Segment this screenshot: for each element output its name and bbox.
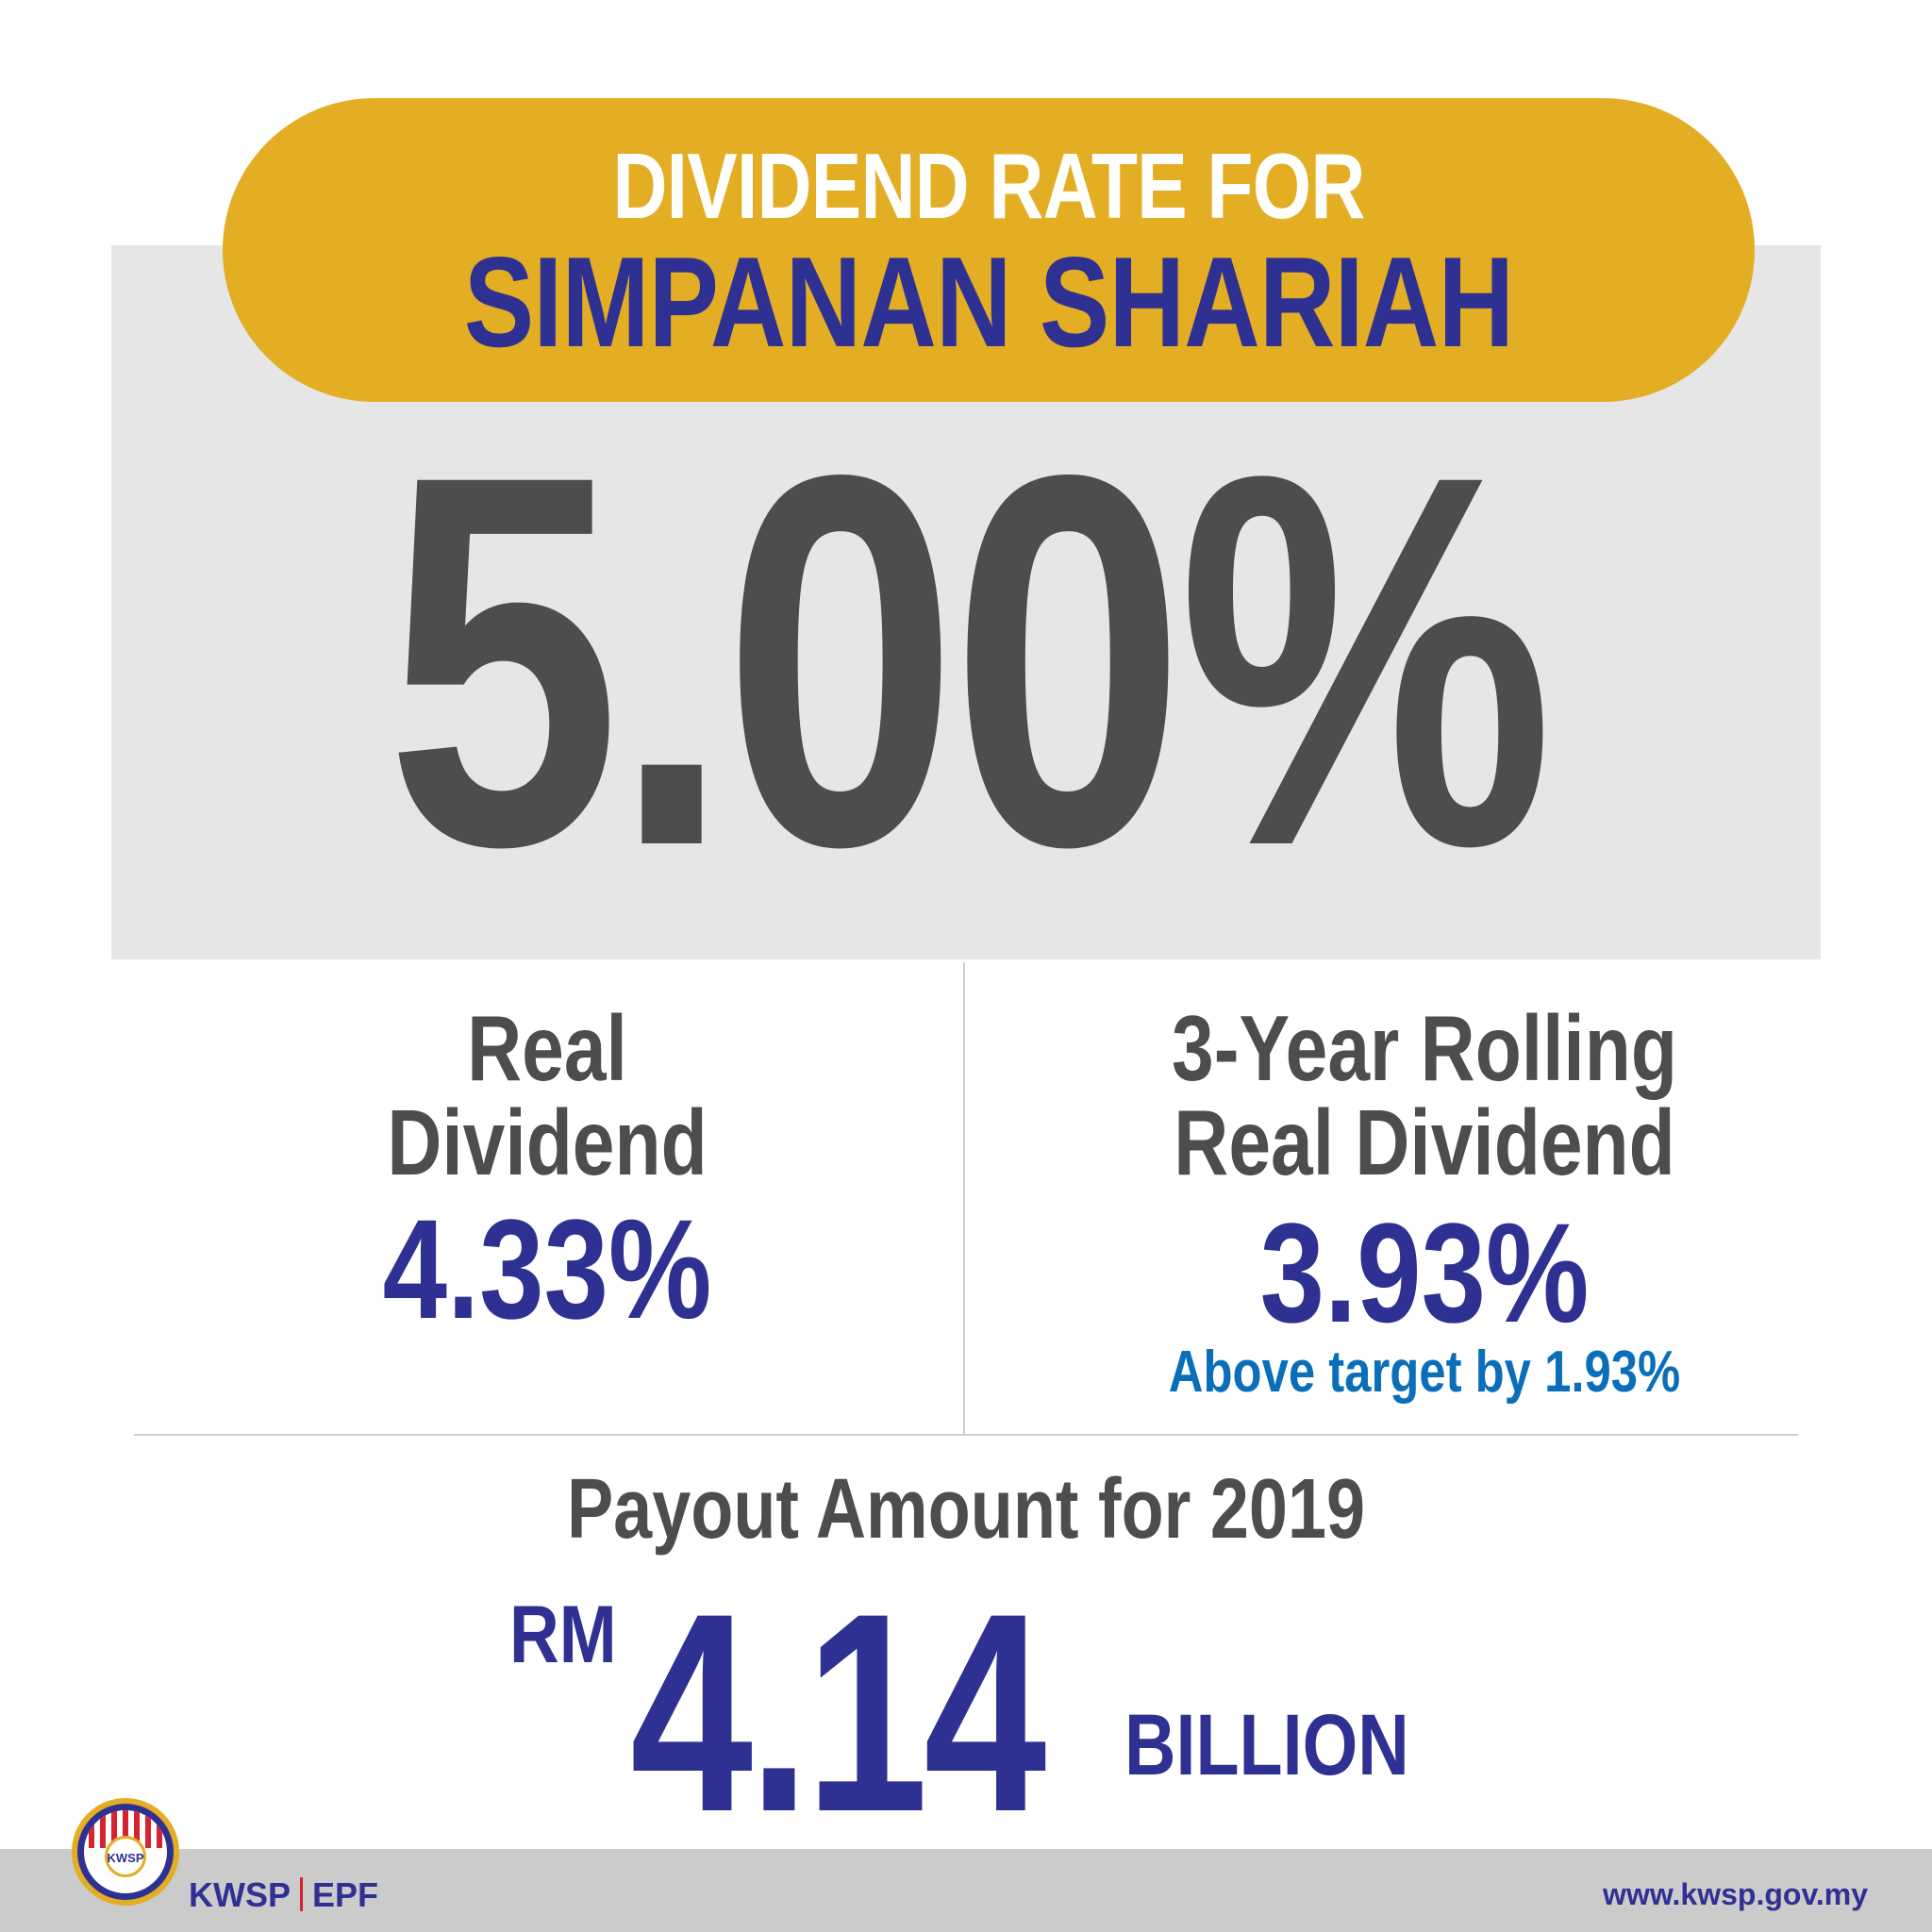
real-dividend-value: 4.33% <box>382 1190 712 1348</box>
title-banner: DIVIDEND RATE FOR SIMPANAN SHARIAH <box>223 98 1755 402</box>
rolling-dividend-block: 3-Year Rolling Real Dividend 3.93% Above… <box>1000 1002 1849 1417</box>
payout-unit: BILLION <box>1124 1697 1409 1793</box>
website-url: www.kwsp.gov.my <box>1603 1877 1868 1911</box>
footer-bar <box>0 1849 1932 1932</box>
rolling-dividend-label-line-1: 3-Year Rolling <box>1172 996 1677 1100</box>
horizontal-divider <box>134 1434 1798 1436</box>
rolling-dividend-value: 3.93% <box>1259 1193 1590 1352</box>
real-dividend-label-line-1: Real <box>467 996 627 1100</box>
title-line-1: DIVIDEND RATE FOR <box>612 134 1365 238</box>
vertical-divider <box>963 962 965 1434</box>
payout-amount: 4.14 <box>630 1554 1046 1871</box>
brand-name: KWSP EPF <box>189 1877 378 1912</box>
dividend-rate-value: 5.00% <box>385 365 1554 956</box>
above-target-note: Above target by 1.93% <box>1168 1340 1681 1405</box>
payout-label: Payout Amount for 2019 <box>566 1462 1366 1557</box>
brand-separator <box>300 1877 303 1911</box>
logo-text: KWSP <box>108 1851 144 1865</box>
real-dividend-block: Real Dividend 4.33% <box>170 1002 924 1379</box>
rolling-dividend-label-line-2: Real Dividend <box>1174 1091 1675 1194</box>
kwsp-logo-icon: KWSP <box>72 1798 179 1906</box>
real-dividend-label-line-2: Dividend <box>387 1091 708 1194</box>
brand-epf: EPF <box>312 1875 379 1914</box>
payout-currency: RM <box>509 1590 617 1680</box>
brand-kwsp: KWSP <box>189 1875 291 1914</box>
title-line-2: SIMPANAN SHARIAH <box>463 230 1514 374</box>
